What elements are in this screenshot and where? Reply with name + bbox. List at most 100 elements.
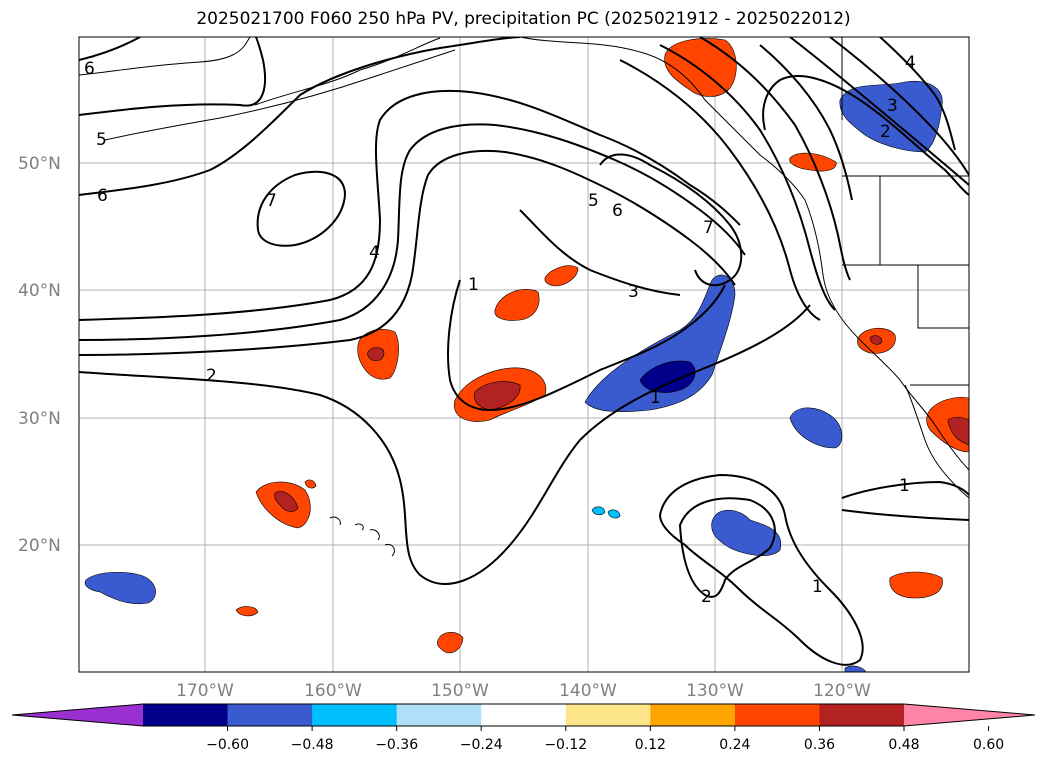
colorbar-tick-label: 0.12 <box>635 737 666 753</box>
contour-5-north <box>79 37 266 116</box>
contour-6-mid <box>79 37 521 196</box>
lon-label-120w: 120°W <box>813 681 871 700</box>
contour-1-south-bottom <box>841 509 969 521</box>
pos-area-37n-146w <box>494 289 540 321</box>
pos-area-speck-a <box>304 479 317 489</box>
lat-label-40n: 40°N <box>18 281 61 301</box>
contour-2-loop <box>678 497 776 598</box>
contour-6-north <box>79 37 141 61</box>
state-border-2 <box>917 265 969 329</box>
contour-1-inner <box>447 279 726 412</box>
neg-area-main-core <box>639 360 696 393</box>
pos-area-mexico-core <box>947 416 969 446</box>
contour-2-wide <box>79 304 811 585</box>
colorbar-swatches <box>11 703 1036 727</box>
pos-area-35n-160w-core <box>367 347 385 362</box>
pos-area-12n-150w <box>437 631 464 654</box>
colorbar-swatch <box>650 704 736 726</box>
colorbar-swatch <box>396 704 482 726</box>
contour-label: 3 <box>887 96 898 116</box>
contour-label: 7 <box>703 218 714 238</box>
colorbar-tick-label: 0.24 <box>719 737 750 753</box>
colorbar-tick-label: −0.36 <box>375 737 418 753</box>
pv-contours <box>79 37 969 666</box>
pos-area-32n-147w-core <box>473 381 521 411</box>
colorbar-tick-label: 0.48 <box>888 737 919 753</box>
colorbar-tick-label: −0.12 <box>544 737 587 753</box>
contour-label: 6 <box>97 186 108 206</box>
latitude-labels: 50°N 40°N 30°N 20°N <box>18 154 61 556</box>
contour-east-4 <box>879 37 956 151</box>
lon-label-160w: 160°W <box>304 681 362 700</box>
neg-area-speck-3 <box>844 665 867 672</box>
contour-label: 6 <box>84 59 95 79</box>
gulf-alaska-coast <box>519 37 806 201</box>
contour-wave-3 <box>699 37 851 281</box>
contour-line-1 <box>79 123 746 341</box>
lon-label-150w: 150°W <box>431 681 489 700</box>
contour-label: 4 <box>369 243 380 263</box>
contour-label: 7 <box>266 191 277 211</box>
colorbar-tick-label: −0.48 <box>291 737 334 753</box>
colorbar-tick-label: −0.24 <box>460 737 503 753</box>
contour-label: 1 <box>899 476 910 496</box>
pos-area-17n-116w <box>889 571 943 599</box>
contour-label-group: 6 5 6 7 4 1 2 5 6 3 7 1 3 2 4 1 2 1 <box>84 53 916 607</box>
map-panel: 6 5 6 7 4 1 2 5 6 3 7 1 3 2 4 1 2 1 50°N… <box>18 36 970 700</box>
lon-label-140w: 140°W <box>559 681 617 700</box>
lon-label-170w: 170°W <box>176 681 234 700</box>
contour-label: 2 <box>701 587 712 607</box>
contour-label: 2 <box>880 122 891 142</box>
contour-east-outer <box>829 37 969 176</box>
contour-label: 6 <box>612 201 623 221</box>
north-american-coast <box>804 199 969 471</box>
neg-area-speck-1 <box>591 506 606 516</box>
contour-wave-4 <box>759 44 853 201</box>
colorbar-extend-max <box>904 704 1035 726</box>
contour-label: 5 <box>588 191 599 211</box>
lat-label-50n: 50°N <box>18 154 61 174</box>
colorbar-swatch <box>565 704 651 726</box>
coastlines <box>79 37 969 557</box>
colorbar-ticks: −0.60 −0.48 −0.36 −0.24 −0.12 0.12 0.24 0.36 0.4… <box>206 726 1004 753</box>
colorbar-swatch <box>819 704 905 726</box>
contour-label: 1 <box>650 388 661 408</box>
pos-area-alaska-panhandle <box>664 38 737 97</box>
contour-label: 1 <box>468 275 479 295</box>
contour-wave-1 <box>619 59 821 321</box>
neg-area-subtropical <box>711 509 782 556</box>
contour-7-east <box>599 153 743 287</box>
neg-area-ne-canada <box>839 80 943 153</box>
pos-area-23n-166w-core <box>274 491 299 512</box>
colorbar-swatch <box>312 704 398 726</box>
contour-line-2 <box>79 149 736 356</box>
aleutian-arc <box>104 49 456 141</box>
neg-area-far-west <box>84 571 156 605</box>
colorbar-tick-label: 0.36 <box>804 737 835 753</box>
map-title: 2025021700 F060 250 hPa PV, precipitatio… <box>196 9 851 29</box>
gridlines <box>79 37 969 672</box>
contour-label: 1 <box>812 577 823 597</box>
hawaii-islands <box>329 516 395 557</box>
colorbar-extend-min <box>12 704 143 726</box>
lat-label-30n: 30°N <box>18 409 61 429</box>
colorbar-tick-label: 0.60 <box>973 737 1004 753</box>
contour-label: 2 <box>206 366 217 386</box>
contour-1-subtropical <box>658 473 864 666</box>
lat-label-20n: 20°N <box>18 536 61 556</box>
map-frame <box>78 36 970 673</box>
contour-3-center <box>519 209 681 296</box>
contour-4-outer <box>79 89 741 321</box>
colorbar-swatch <box>143 704 229 726</box>
contour-label: 5 <box>96 130 107 150</box>
neg-area-30n-125w <box>789 407 843 449</box>
contour-label: 4 <box>905 53 916 73</box>
alaska-coast <box>79 37 251 76</box>
neg-area-speck-2 <box>607 509 621 519</box>
baja-coast <box>904 384 969 499</box>
contour-label: 3 <box>628 282 639 302</box>
pos-area-42n-141w <box>544 265 579 287</box>
contour-7-closed <box>256 170 347 247</box>
longitude-labels: 170°W 160°W 150°W 140°W 130°W 120°W <box>176 681 871 700</box>
pos-area-14n-167w <box>235 606 259 617</box>
